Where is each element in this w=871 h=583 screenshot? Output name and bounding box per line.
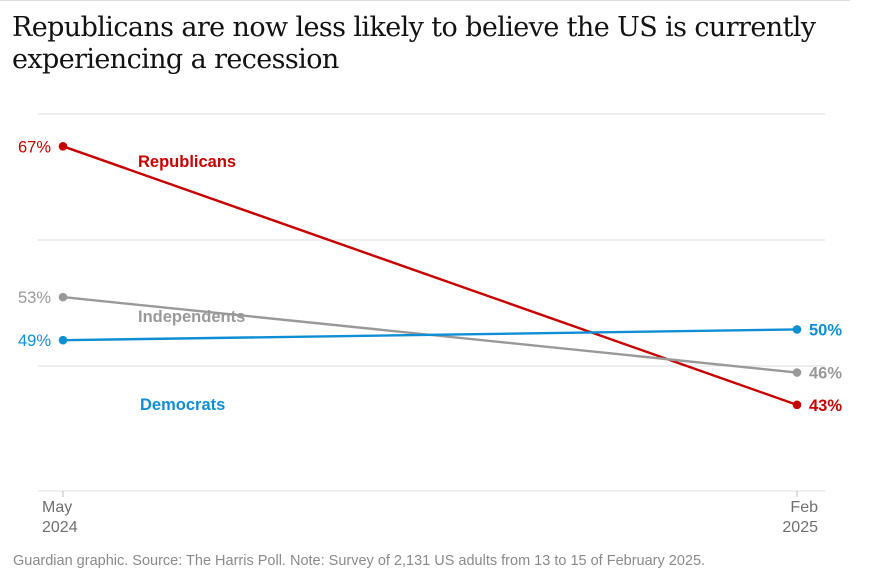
x-tick-label: 2025 [782,519,818,536]
x-tick-label: Feb [790,499,818,516]
republicans-line [62,145,798,406]
democrats-end-label: 50% [809,321,842,339]
series-lines [58,142,802,410]
independents-start-label: 53% [18,289,51,307]
independents-series-label: Independents [138,308,245,326]
independents-point [792,368,802,377]
x-tick-label: 2024 [42,519,78,536]
x-axis: May 2024 Feb 2025 [42,491,818,536]
republicans-end-label: 43% [809,397,842,415]
republicans-series-label: Republicans [138,153,236,171]
chart-title: Republicans are now less likely to belie… [12,12,816,75]
democrats-point [58,335,68,345]
gridlines [38,113,825,492]
line-chart: May 2024 Feb 2025 67% 43% Republicans 53% 46% In… [18,113,842,536]
x-tick-label: May [42,499,72,516]
democrats-point [792,325,802,334]
independents-end-label: 46% [809,365,842,383]
democrats-line [62,328,798,342]
independents-point [58,292,68,302]
data-labels: 67% 43% Republicans 53% 46% Independents 49% 50… [18,138,842,415]
republicans-start-label: 67% [18,138,51,156]
source-note: Guardian graphic. Source: The Harris Pol… [13,553,706,569]
republicans-point [58,142,68,151]
republicans-point [792,400,802,410]
democrats-start-label: 49% [18,332,51,350]
top-rule [0,0,850,1]
democrats-series-label: Democrats [140,396,225,414]
